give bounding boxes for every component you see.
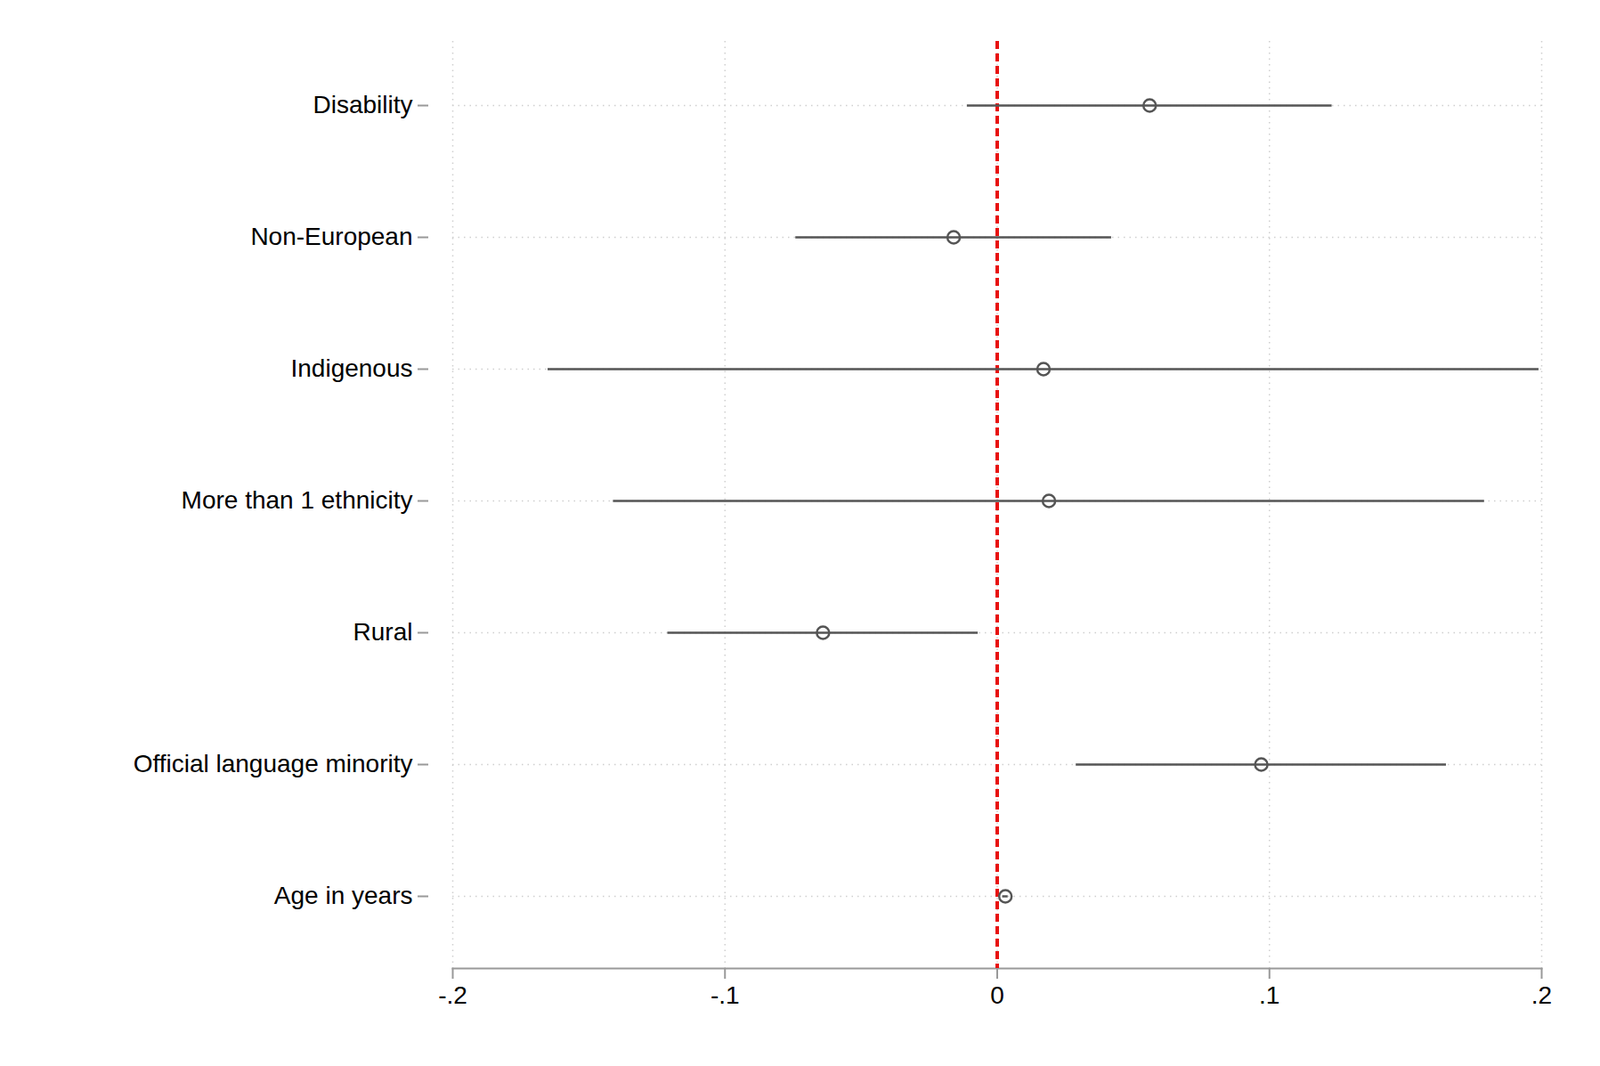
svg-text:.2: .2 — [1531, 981, 1552, 1009]
svg-text:0: 0 — [990, 981, 1005, 1009]
svg-text:Official language minority: Official language minority — [133, 749, 414, 778]
svg-text:Age in years: Age in years — [274, 881, 414, 910]
svg-text:Disability: Disability — [312, 90, 413, 119]
svg-text:.1: .1 — [1258, 981, 1280, 1009]
svg-text:More than 1 ethnicity: More than 1 ethnicity — [181, 486, 414, 514]
svg-text:Indigenous: Indigenous — [290, 354, 413, 382]
svg-text:Non-European: Non-European — [250, 222, 413, 251]
svg-text:Rural: Rural — [353, 617, 414, 646]
svg-text:-.2: -.2 — [438, 981, 468, 1009]
svg-text:-.1: -.1 — [710, 981, 740, 1009]
